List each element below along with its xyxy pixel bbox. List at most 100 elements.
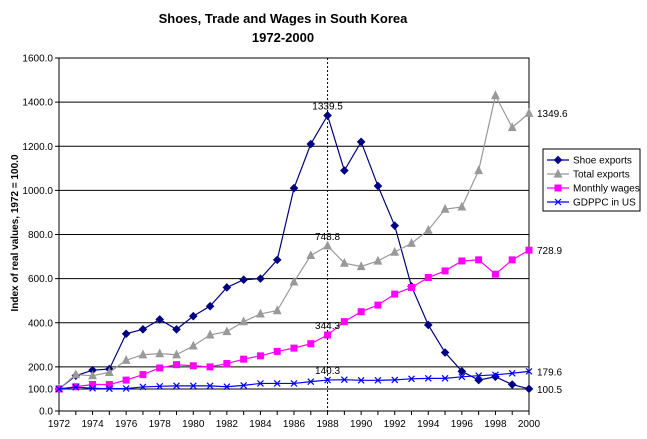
data-point — [222, 283, 232, 292]
data-point — [289, 183, 299, 193]
y-axis: 0.0 100.0 200.0 400.0 600.0 800.0 1000.0 1200.0… — [22, 54, 59, 418]
data-point — [408, 283, 415, 291]
data-point — [492, 371, 499, 379]
x-tick-label: 1972 — [48, 419, 71, 430]
data-point — [256, 308, 265, 318]
data-point — [121, 355, 131, 364]
data-point — [323, 111, 332, 120]
data-point — [423, 224, 433, 234]
data-point — [424, 374, 432, 382]
x-tick-label: 1978 — [149, 419, 172, 430]
data-point — [290, 379, 298, 387]
data-point — [440, 203, 450, 213]
data-point — [104, 367, 114, 376]
data-point — [357, 308, 365, 316]
data-point — [138, 325, 148, 334]
legend-label: GDPPC in US — [573, 198, 636, 209]
data-point — [475, 372, 483, 380]
data-point — [222, 326, 232, 336]
data-point — [423, 320, 433, 330]
x-tick-label: 1990 — [350, 419, 373, 430]
data-point — [138, 349, 148, 359]
y-tick-label: 1000.0 — [22, 186, 53, 197]
legend-label: Shoe exports — [573, 156, 632, 167]
y-axis-label: Index of real values, 1972 = 100.0 — [10, 154, 21, 311]
data-point — [206, 363, 214, 371]
data-point — [458, 373, 466, 381]
data-point — [173, 382, 180, 390]
x-tick-label: 1994 — [417, 419, 440, 430]
x-tick-label: 1974 — [81, 419, 104, 430]
x-tick-label: 1996 — [451, 419, 474, 430]
data-point — [306, 139, 316, 149]
data-point — [206, 382, 214, 390]
y-tick-label: 200.0 — [28, 362, 53, 373]
data-label: 1349.6 — [537, 109, 568, 120]
data-point — [306, 250, 316, 260]
data-point — [289, 276, 299, 286]
y-tick-label: 1200.0 — [22, 142, 53, 153]
data-point — [391, 376, 399, 384]
legend-swatch-marker — [553, 168, 563, 178]
x-tick-label: 1988 — [316, 419, 339, 430]
data-label: 1339.5 — [312, 101, 343, 112]
data-point — [373, 255, 383, 265]
data-point — [307, 378, 315, 386]
legend-item: Total exports — [547, 168, 630, 181]
data-point — [390, 246, 400, 256]
data-point — [340, 376, 348, 384]
data-point — [408, 375, 415, 383]
data-point — [105, 381, 113, 389]
data-point — [525, 246, 533, 254]
data-point — [256, 274, 265, 283]
series-gdppc-in-us — [55, 367, 533, 393]
data-point — [223, 383, 231, 391]
legend-label: Monthly wages — [573, 184, 640, 195]
data-point — [139, 383, 147, 391]
chart-title: Shoes, Trade and Wages in South Korea — [159, 11, 409, 26]
data-point — [290, 344, 298, 352]
data-point — [458, 257, 466, 265]
data-point — [122, 385, 130, 392]
x-tick-label: 1992 — [384, 419, 407, 430]
data-point — [491, 270, 499, 278]
y-tick-label: 1600.0 — [22, 54, 53, 65]
data-point — [223, 360, 231, 368]
data-point — [122, 376, 130, 384]
data-point — [188, 311, 198, 321]
data-point — [239, 316, 249, 326]
data-point — [340, 166, 349, 175]
x-tick-label: 2000 — [518, 419, 541, 430]
data-point — [273, 347, 281, 355]
data-point — [307, 340, 315, 348]
data-point — [256, 352, 264, 360]
data-point — [155, 348, 165, 358]
data-point — [273, 379, 281, 387]
data-point — [189, 382, 197, 390]
data-point — [156, 364, 164, 372]
data-point — [475, 256, 483, 264]
data-point — [155, 315, 165, 324]
data-point — [324, 376, 331, 384]
x-tick-label: 1976 — [115, 419, 138, 430]
x-axis: 1972 1974 1976 1978 1980 1982 1984 1986 1988 1990… — [48, 411, 541, 430]
data-point — [508, 369, 516, 377]
data-point — [524, 108, 534, 117]
legend-item: GDPPC in US — [547, 198, 636, 209]
legend-item: Monthly wages — [547, 184, 640, 195]
data-label: 728.9 — [537, 246, 562, 257]
data-point — [55, 385, 63, 393]
data-point — [239, 275, 248, 285]
data-point — [508, 256, 516, 264]
data-point — [188, 340, 198, 350]
x-tick-label: 1980 — [182, 419, 205, 430]
data-label: 140.3 — [315, 366, 340, 377]
data-point — [105, 385, 113, 393]
data-point — [340, 318, 348, 326]
data-point — [407, 238, 416, 247]
data-point — [324, 331, 332, 339]
data-point — [441, 374, 449, 382]
data-point — [272, 305, 282, 315]
data-point — [424, 274, 432, 282]
data-point — [474, 165, 484, 175]
